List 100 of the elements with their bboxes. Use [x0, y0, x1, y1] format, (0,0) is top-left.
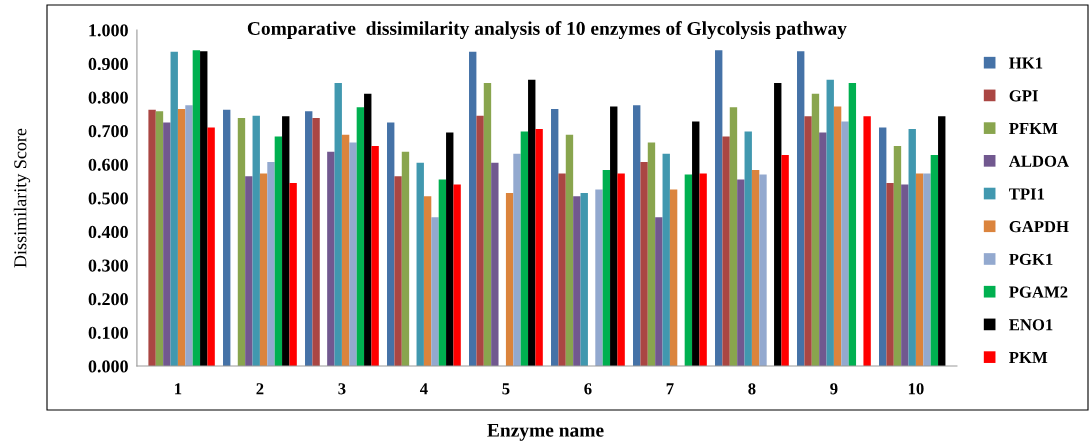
bar — [327, 151, 335, 367]
legend-label: GPI — [1009, 90, 1038, 102]
bar — [573, 196, 581, 367]
bar — [781, 155, 789, 367]
bar — [684, 174, 693, 367]
x-tick-label: 10 — [908, 383, 924, 395]
bar — [289, 182, 297, 367]
legend-label: HK1 — [1009, 57, 1043, 69]
bar — [200, 51, 208, 367]
x-axis-title: Enzyme name — [487, 423, 604, 441]
bar — [751, 170, 760, 367]
bar — [416, 162, 424, 367]
bar — [617, 173, 625, 367]
bar — [819, 132, 827, 367]
bar — [535, 129, 543, 367]
bar — [722, 136, 730, 367]
bar — [170, 51, 178, 367]
x-tick-label: 3 — [338, 383, 346, 395]
bar — [640, 162, 648, 367]
x-tick-label: 6 — [584, 383, 592, 395]
bar — [737, 179, 745, 367]
legend-label: ENO1 — [1009, 319, 1053, 331]
bar — [602, 170, 611, 367]
legend-label: PGK1 — [1009, 253, 1053, 265]
bar — [267, 162, 275, 367]
bar — [528, 79, 536, 367]
bar — [334, 83, 342, 367]
bar — [491, 162, 499, 367]
bar — [901, 184, 909, 367]
bar — [520, 131, 529, 367]
bar — [259, 173, 268, 367]
bar — [453, 184, 461, 367]
chart-title: Comparative dissimilarity analysis of 10 enzymes of Glycolysis pathway — [247, 21, 847, 39]
bar — [401, 151, 410, 367]
bar — [610, 106, 618, 367]
legend-label: TPI1 — [1009, 188, 1045, 200]
legend-label: PKM — [1009, 352, 1048, 363]
bar — [863, 116, 871, 367]
x-tick-label: 5 — [502, 383, 510, 395]
bar — [759, 174, 767, 367]
bar — [341, 134, 350, 367]
legend-label: PFKM — [1009, 123, 1058, 134]
legend-label: PGAM2 — [1009, 286, 1068, 298]
bar — [274, 136, 283, 367]
y-tick-label: 0.600 — [88, 158, 128, 171]
bar — [893, 145, 902, 367]
y-tick-label: 0.000 — [88, 360, 128, 373]
bar — [908, 129, 916, 367]
bar — [349, 142, 357, 367]
bar — [647, 142, 656, 367]
bar — [797, 51, 805, 367]
bar — [655, 217, 663, 367]
bar — [662, 153, 670, 367]
bar — [446, 132, 454, 367]
y-tick-label: 0.200 — [88, 293, 128, 306]
bar — [811, 93, 820, 367]
bar — [192, 50, 201, 367]
bar — [394, 176, 402, 367]
bar — [505, 192, 514, 367]
bar — [558, 173, 566, 367]
bar — [715, 50, 723, 367]
bar — [364, 93, 372, 367]
bar — [841, 121, 849, 367]
bar — [469, 51, 477, 367]
bar — [483, 83, 492, 367]
bar — [833, 106, 842, 367]
bar — [938, 116, 946, 367]
bar — [148, 109, 156, 367]
y-tick-label: 0.400 — [88, 225, 128, 239]
bar — [595, 189, 603, 367]
bar — [245, 176, 253, 367]
bar — [669, 189, 678, 367]
x-tick-label: 4 — [419, 383, 428, 395]
bar — [155, 111, 164, 367]
bar — [915, 173, 924, 367]
bar — [438, 179, 447, 367]
bar — [476, 115, 484, 367]
bar — [692, 121, 700, 367]
y-axis-title: Dissimilarity Score — [13, 128, 31, 268]
bar — [371, 145, 379, 367]
bar — [826, 79, 834, 367]
bar — [633, 105, 641, 367]
x-tick-label: 9 — [830, 383, 838, 395]
bar — [207, 127, 215, 367]
y-tick-label: 0.500 — [88, 192, 128, 205]
bar — [930, 155, 939, 367]
bar — [804, 116, 812, 367]
bar — [252, 115, 260, 367]
legend-label: ALDOA — [1008, 155, 1069, 167]
bar — [729, 107, 738, 367]
bar — [848, 83, 857, 367]
y-tick-label: 0.900 — [88, 57, 128, 71]
bar — [163, 122, 171, 367]
bar — [223, 109, 231, 367]
bar — [431, 217, 439, 367]
bar — [423, 196, 432, 367]
bar — [744, 131, 752, 367]
bar — [237, 118, 246, 367]
x-tick-label: 2 — [256, 383, 264, 395]
bar — [305, 111, 313, 367]
